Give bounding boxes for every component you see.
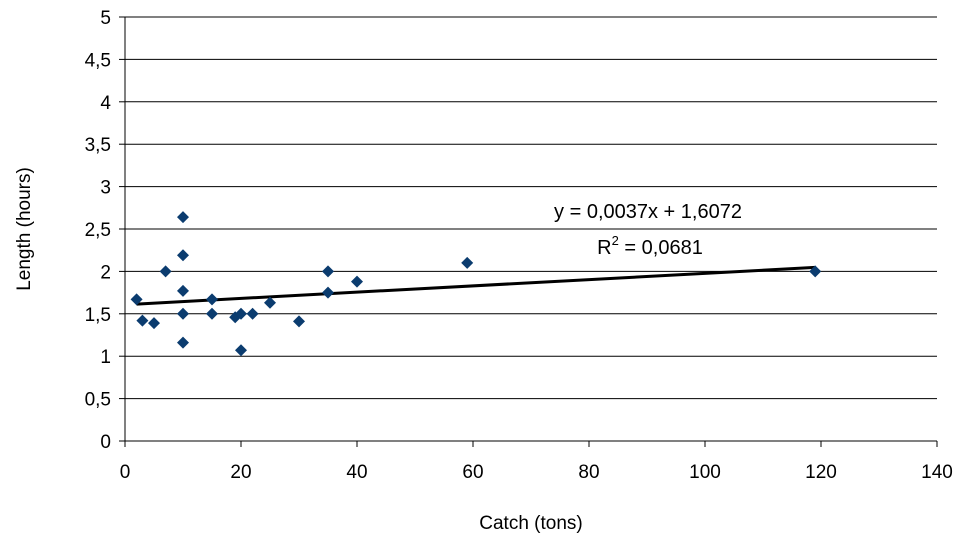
data-point	[177, 211, 189, 224]
data-point	[293, 315, 305, 328]
y-tick-label: 0	[100, 432, 111, 453]
data-point	[177, 307, 189, 320]
data-point	[130, 293, 143, 306]
data-point	[351, 275, 363, 288]
data-point	[322, 265, 334, 278]
y-tick-label: 0,5	[85, 390, 111, 411]
y-tick-label: 1	[100, 347, 111, 368]
y-tick-label: 3,5	[85, 135, 111, 156]
data-point	[177, 284, 189, 297]
x-axis-title: Catch (tons)	[479, 513, 582, 534]
y-tick-label: 2	[100, 262, 111, 283]
r-squared-value: = 0,0681	[619, 237, 703, 259]
trendline-equation: y = 0,0037x + 1,6072	[554, 201, 742, 223]
data-point	[461, 256, 474, 269]
y-axis-ticks: 0 0,5 1 1,5 2 2,5 3 3,5 4 4,5 5	[85, 8, 125, 453]
data-point	[177, 336, 189, 349]
data-points	[130, 211, 822, 357]
y-tick-label: 3	[100, 178, 111, 199]
y-tick-label: 4,5	[85, 50, 111, 71]
x-tick-label: 60	[462, 462, 483, 483]
data-point	[206, 293, 218, 306]
y-tick-label: 5	[100, 8, 111, 29]
data-point	[322, 286, 334, 299]
data-point	[264, 296, 276, 309]
x-tick-label: 80	[578, 462, 599, 483]
trendline	[136, 265, 816, 306]
data-point	[235, 307, 247, 320]
data-point	[159, 265, 172, 278]
data-point	[177, 249, 189, 262]
data-point	[206, 307, 218, 320]
data-point	[148, 317, 160, 330]
gridlines	[125, 16, 937, 400]
y-tick-label: 2,5	[85, 220, 111, 241]
y-axis-title: Length (hours)	[14, 167, 35, 291]
data-point	[809, 265, 822, 278]
data-point	[136, 314, 149, 327]
x-tick-label: 120	[805, 462, 837, 483]
x-tick-label: 140	[921, 462, 953, 483]
x-axis-ticks: 0 20 40 60 80 100 120 140	[120, 441, 953, 483]
r-squared-prefix: R	[597, 237, 611, 259]
x-tick-label: 100	[689, 462, 721, 483]
x-tick-label: 0	[120, 462, 131, 483]
x-tick-label: 20	[230, 462, 251, 483]
r-squared-label: R2 = 0,0681	[597, 233, 703, 259]
x-tick-label: 40	[346, 462, 367, 483]
data-point	[235, 344, 247, 357]
r-squared-superscript: 2	[612, 233, 619, 248]
y-tick-label: 1,5	[85, 305, 111, 326]
y-tick-label: 4	[100, 93, 111, 114]
data-point	[246, 307, 259, 320]
